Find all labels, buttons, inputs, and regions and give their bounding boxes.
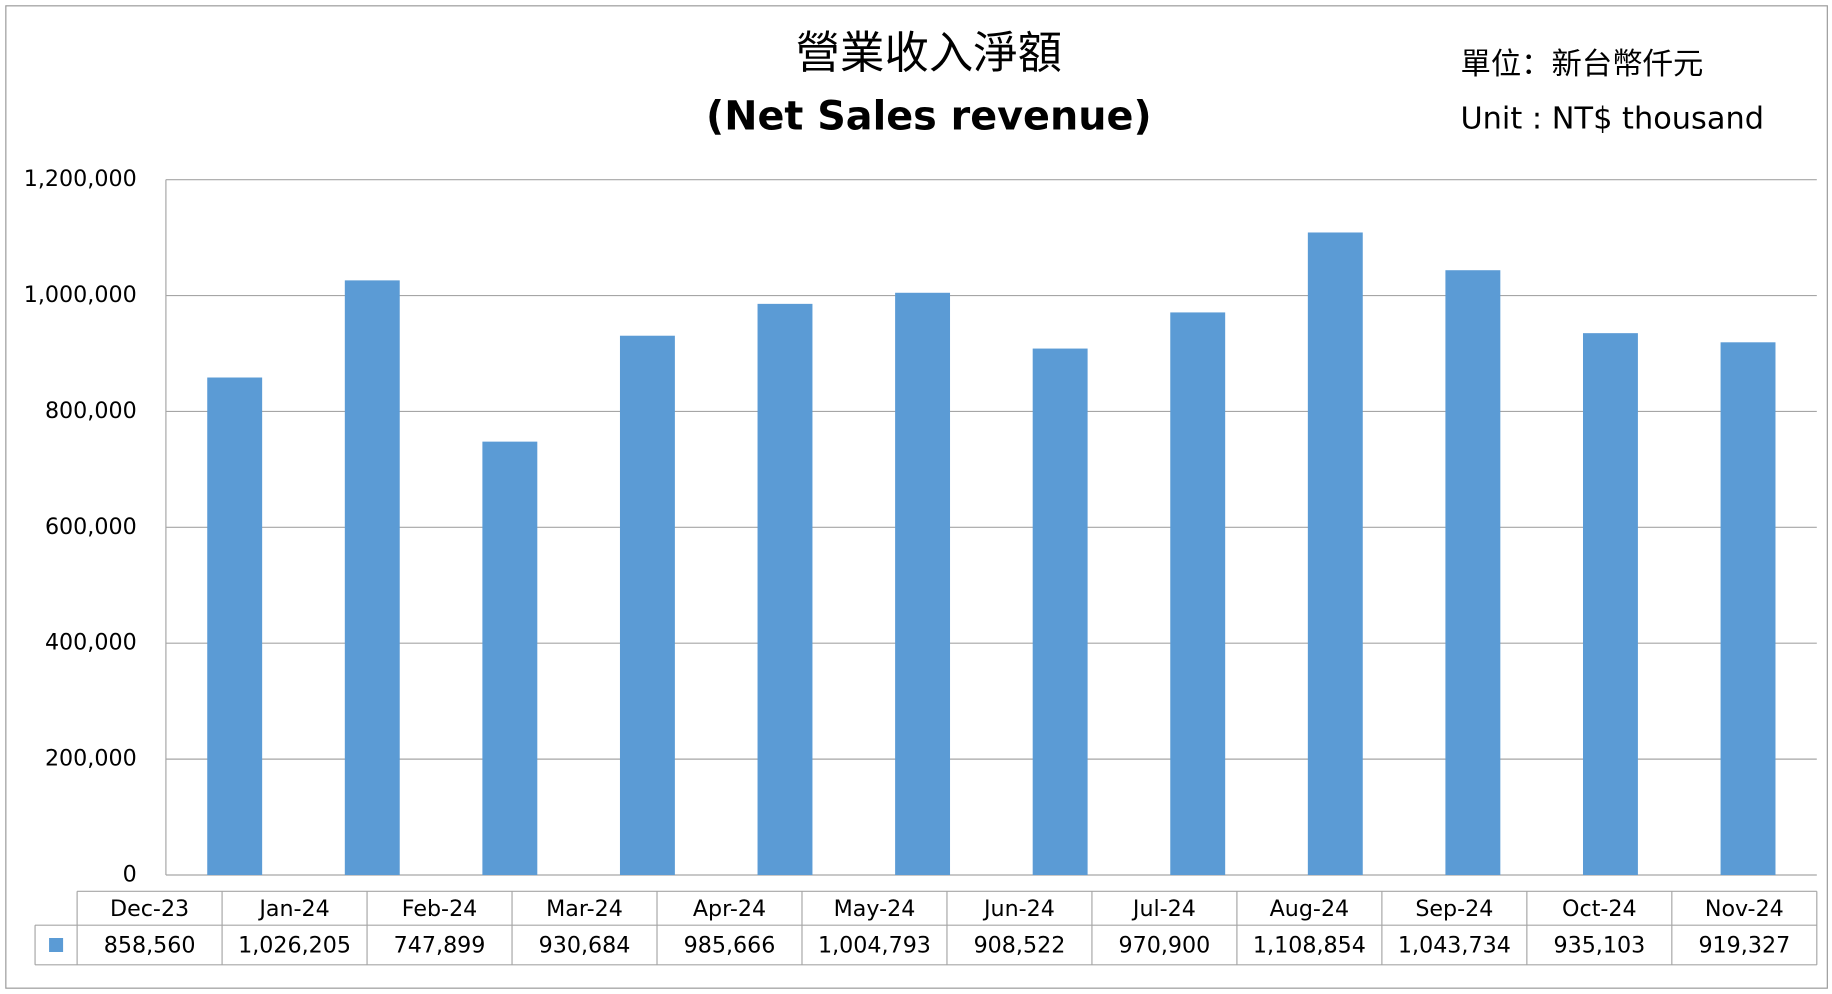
bar xyxy=(207,377,263,875)
x-tick-label: May-24 xyxy=(834,896,916,922)
table-value: 858,560 xyxy=(104,933,196,959)
table-value: 747,899 xyxy=(394,933,486,959)
table-value: 970,900 xyxy=(1119,933,1211,959)
bar xyxy=(1445,270,1501,875)
bar xyxy=(619,335,675,875)
table-value: 1,004,793 xyxy=(818,933,931,959)
bar xyxy=(482,441,538,875)
table-value: 985,666 xyxy=(684,933,776,959)
table-value: 919,327 xyxy=(1698,933,1790,959)
y-tick-label: 0 xyxy=(123,862,137,888)
x-tick-label: Apr-24 xyxy=(693,896,766,922)
y-tick-label: 400,000 xyxy=(45,630,137,656)
legend-key xyxy=(49,938,64,952)
table-value: 1,026,205 xyxy=(238,933,351,959)
bar xyxy=(1720,342,1776,876)
y-tick-label: 1,200,000 xyxy=(24,166,137,192)
bar xyxy=(344,280,400,875)
bar xyxy=(757,303,813,875)
chart-subtitle: (Net Sales revenue) xyxy=(706,94,1152,140)
y-tick-label: 800,000 xyxy=(45,398,137,424)
table-value: 1,108,854 xyxy=(1253,933,1366,959)
x-tick-label: Nov-24 xyxy=(1705,896,1784,922)
bar xyxy=(1307,232,1363,875)
bar xyxy=(1032,348,1088,875)
table-value: 1,043,734 xyxy=(1398,933,1511,959)
x-tick-label: Oct-24 xyxy=(1562,896,1637,922)
y-tick-label: 1,000,000 xyxy=(24,282,137,308)
table-value: 935,103 xyxy=(1553,933,1645,959)
table-value: 908,522 xyxy=(974,933,1066,959)
chart-title: 營業收入淨額 xyxy=(796,28,1062,79)
unit-note: Unit : NT$ thousand xyxy=(1460,102,1764,137)
unit-note: 單位：新台幣仟元 xyxy=(1460,47,1703,82)
table-value: 930,684 xyxy=(539,933,631,959)
x-tick-label: Aug-24 xyxy=(1270,896,1350,922)
bar xyxy=(895,292,951,875)
x-tick-label: Jan-24 xyxy=(257,896,329,922)
bar xyxy=(1170,312,1226,875)
x-tick-label: Dec-23 xyxy=(110,896,189,922)
x-tick-label: Jun-24 xyxy=(982,896,1055,922)
x-tick-label: Sep-24 xyxy=(1415,896,1493,922)
bar xyxy=(1582,333,1638,875)
y-tick-label: 600,000 xyxy=(45,514,137,540)
x-tick-label: Mar-24 xyxy=(546,896,623,922)
y-tick-label: 200,000 xyxy=(45,746,137,772)
x-tick-label: Jul-24 xyxy=(1131,896,1196,922)
x-tick-label: Feb-24 xyxy=(402,896,478,922)
